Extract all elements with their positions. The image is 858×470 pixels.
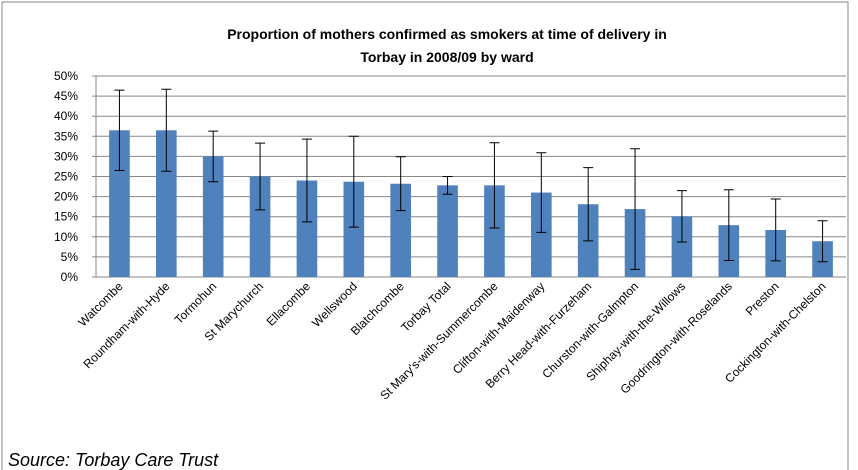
error-bar — [583, 167, 594, 242]
y-tick-label: 25% — [54, 170, 78, 184]
error-bar — [723, 189, 734, 262]
error-bar — [442, 176, 453, 195]
error-bar — [114, 89, 125, 171]
error-bar — [536, 152, 547, 233]
y-tick-label: 0% — [61, 270, 79, 284]
y-tick-label: 40% — [54, 109, 78, 123]
chart-title: Torbay in 2008/09 by ward — [360, 49, 533, 65]
error-bar — [770, 198, 781, 262]
bar — [484, 185, 505, 277]
y-tick-label: 35% — [54, 129, 78, 143]
bar — [202, 156, 224, 277]
source: Source: Torbay Care Trust — [8, 450, 219, 470]
y-tick-label: 45% — [54, 89, 78, 103]
error-bar — [395, 156, 406, 212]
error-bar — [348, 135, 359, 228]
bar — [249, 176, 271, 277]
chart-title: Proportion of mothers confirmed as smoke… — [227, 26, 667, 42]
error-bar — [489, 142, 500, 229]
bar — [109, 130, 130, 277]
bar — [390, 183, 411, 277]
y-tick-label: 20% — [54, 190, 78, 204]
y-tick-label: 50% — [54, 69, 78, 83]
bar — [156, 130, 177, 277]
error-bar — [161, 88, 172, 172]
error-bar — [630, 148, 641, 270]
error-bar — [255, 142, 266, 211]
bar — [296, 180, 318, 277]
y-tick-label: 10% — [54, 230, 78, 244]
y-tick-label: 15% — [54, 210, 78, 224]
error-bar — [817, 220, 828, 263]
error-bar — [676, 190, 687, 243]
bar — [531, 192, 552, 277]
error-bar — [208, 130, 219, 183]
bar — [437, 185, 458, 277]
error-bar — [301, 138, 312, 223]
bar — [671, 216, 693, 277]
y-tick-label: 30% — [54, 149, 78, 163]
bar — [343, 181, 365, 277]
y-tick-label: 5% — [61, 250, 79, 264]
